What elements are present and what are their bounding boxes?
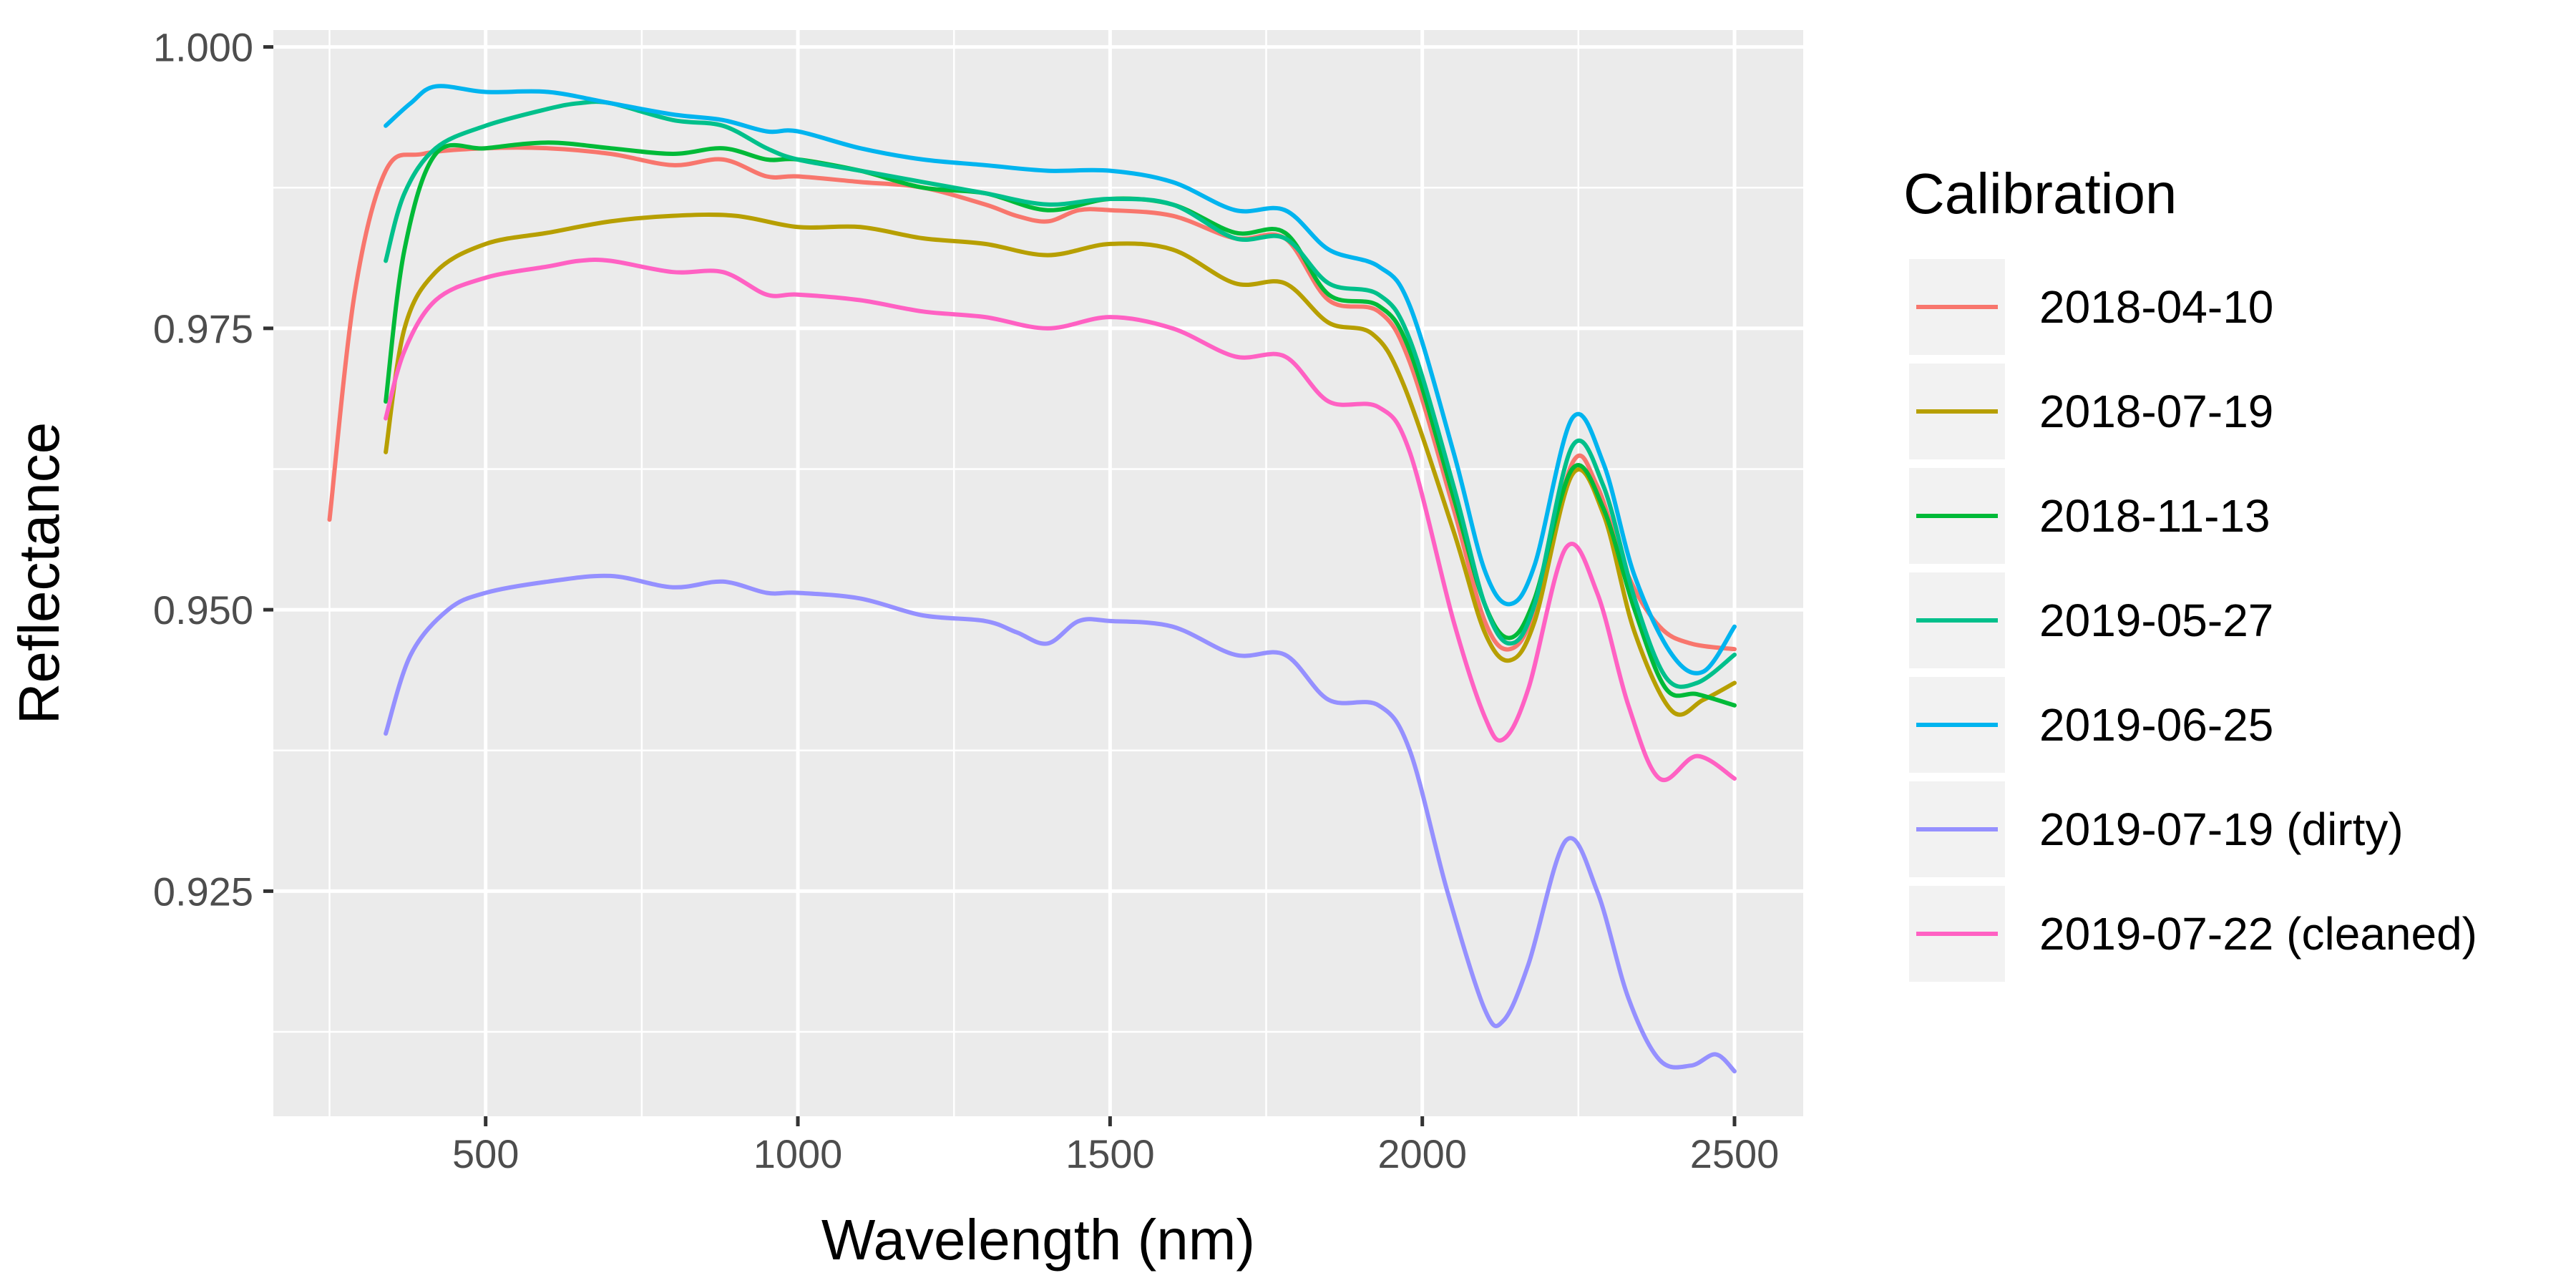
series-line-7 [384,258,1737,783]
legend-label: 2019-07-19 (dirty) [2039,804,2404,855]
x-axis-title: Wavelength (nm) [821,1208,1255,1272]
y-axis-title: Reflectance [7,422,71,724]
series-line-6 [384,573,1737,1074]
x-tick-label: 1000 [753,1131,843,1176]
panel-background [273,30,1803,1116]
x-tick-label: 500 [452,1131,519,1176]
y-tick-label: 0.975 [153,306,253,351]
legend: Calibration 2018-04-10 2018-07-19 2018-11-… [1903,162,2477,982]
x-tick-label: 2000 [1377,1131,1467,1176]
y-tick-labels: 0.925 0.950 0.975 1.000 [153,25,253,914]
legend-label: 2018-04-10 [2039,281,2273,333]
series-line-5 [384,84,1737,675]
series-layer [327,84,1737,1074]
y-tick-label: 1.000 [153,25,253,70]
legend-label: 2019-07-22 (cleaned) [2039,908,2477,960]
legend-items: 2018-04-10 2018-07-19 2018-11-13 2019-05-27… [1909,259,2477,982]
x-tick-labels: 500 1000 1500 2000 2500 [452,1131,1779,1176]
x-tick-label: 1500 [1065,1131,1155,1176]
y-tick-label: 0.925 [153,869,253,914]
grid-minor [273,30,1803,1116]
x-tick-label: 2500 [1690,1131,1780,1176]
legend-label: 2019-05-27 [2039,595,2273,646]
y-tick-label: 0.950 [153,587,253,633]
legend-label: 2019-06-25 [2039,699,2273,751]
legend-label: 2018-11-13 [2039,490,2270,542]
axis-ticks [263,45,1737,1126]
series-line-2 [384,213,1737,717]
legend-label: 2018-07-19 [2039,386,2273,437]
legend-title: Calibration [1903,162,2177,225]
